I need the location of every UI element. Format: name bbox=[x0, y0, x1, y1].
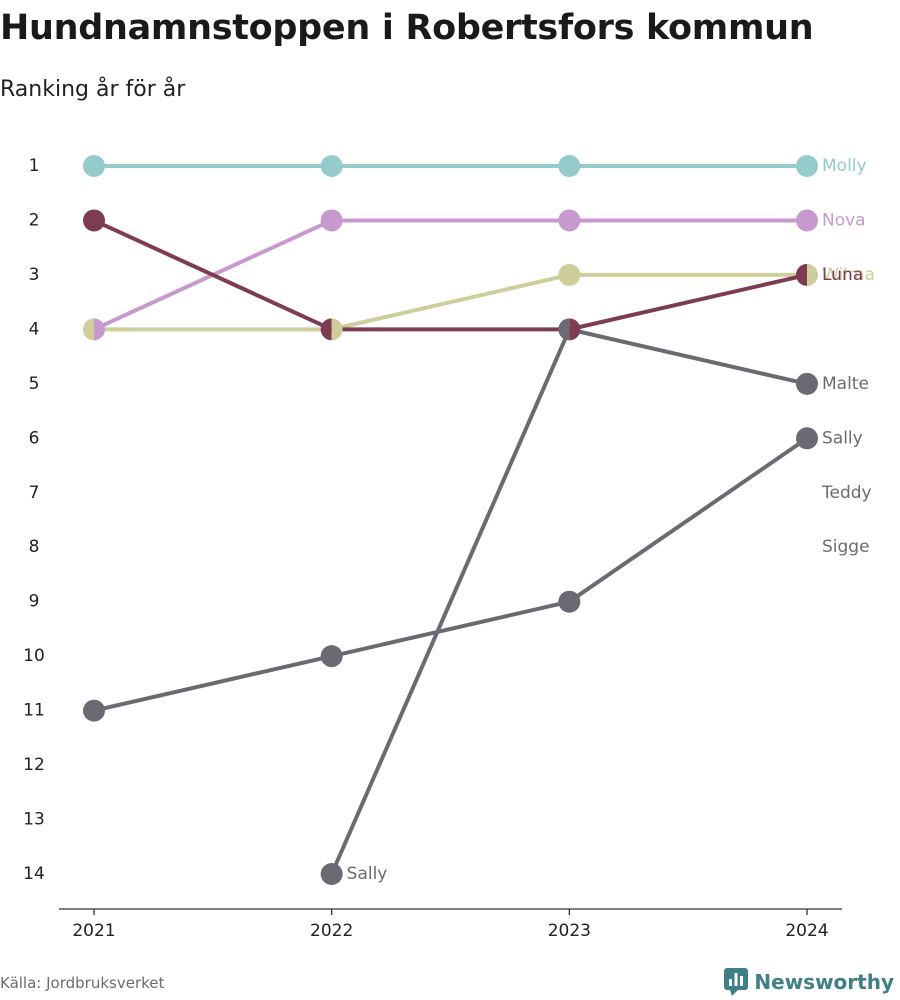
x-tick-label-2024: 2024 bbox=[785, 921, 828, 941]
y-tick-label-7: 7 bbox=[29, 483, 40, 503]
y-tick-label-14: 14 bbox=[23, 864, 45, 884]
series-label-teddy: Teddy bbox=[821, 483, 872, 503]
brand: Newsworthy bbox=[724, 968, 894, 996]
brand-name: Newsworthy bbox=[754, 970, 894, 994]
point-luna-2021 bbox=[83, 209, 105, 232]
point-wilma-2022 bbox=[331, 318, 343, 341]
series-lines bbox=[92, 164, 809, 876]
y-tick-label-9: 9 bbox=[29, 592, 40, 612]
series-label-sigge: Sigge bbox=[822, 537, 870, 557]
y-tick-label-10: 10 bbox=[23, 646, 45, 666]
point-luna-2023 bbox=[569, 318, 581, 341]
point-malte-2023 bbox=[558, 318, 570, 341]
series-line-sally bbox=[92, 436, 809, 713]
y-tick-label-1: 1 bbox=[29, 156, 40, 176]
series-label-wilma: Wilma bbox=[822, 265, 875, 285]
point-nova-2024 bbox=[796, 209, 818, 232]
series-line-luna bbox=[92, 218, 809, 332]
source-note: Källa: Jordbruksverket bbox=[0, 974, 165, 992]
y-tick-label-2: 2 bbox=[29, 210, 40, 230]
series-label-sally: Sally bbox=[822, 428, 863, 448]
y-tick-label-5: 5 bbox=[29, 374, 40, 394]
x-tick-label-2021: 2021 bbox=[72, 921, 115, 941]
y-tick-label-12: 12 bbox=[23, 755, 45, 775]
y-tick-label-8: 8 bbox=[29, 537, 40, 557]
point-nova-2021 bbox=[94, 318, 106, 341]
series-label-nova: Nova bbox=[822, 210, 866, 230]
chart-subtitle: Ranking år för år bbox=[0, 77, 186, 102]
annotation-sally: Sally bbox=[347, 864, 388, 884]
y-tick-label-11: 11 bbox=[23, 701, 45, 721]
point-sally-2024 bbox=[796, 427, 818, 450]
series-label-molly: Molly bbox=[822, 156, 867, 176]
point-nova-2022 bbox=[320, 209, 343, 232]
x-tick-label-2023: 2023 bbox=[548, 921, 591, 941]
point-sally-2023 bbox=[558, 590, 581, 613]
point-malte-2024 bbox=[796, 372, 818, 395]
chart-title: Hundnamnstoppen i Robertsfors kommun bbox=[0, 8, 814, 48]
point-wilma-2021 bbox=[83, 318, 94, 341]
y-tick-label-13: 13 bbox=[23, 810, 45, 830]
series-line-wilma bbox=[92, 272, 809, 332]
x-axis: 2021 2022 2023 2024 bbox=[59, 908, 842, 941]
point-molly-2021 bbox=[83, 155, 105, 177]
point-luna-2024 bbox=[796, 263, 807, 286]
point-sally-2022 bbox=[320, 645, 343, 668]
point-nova-2023 bbox=[558, 209, 581, 232]
x-tick-label-2022: 2022 bbox=[310, 921, 353, 941]
point-molly-2022 bbox=[320, 155, 343, 177]
point-sally-2021 bbox=[83, 699, 105, 722]
point-malte-2022 bbox=[320, 863, 343, 885]
point-molly-2023 bbox=[558, 155, 581, 177]
y-tick-label-6: 6 bbox=[29, 428, 40, 448]
series-label-malte: Malte bbox=[822, 374, 869, 394]
point-wilma-2024 bbox=[807, 263, 819, 286]
y-tick-label-4: 4 bbox=[29, 319, 40, 339]
y-tick-label-3: 3 bbox=[29, 265, 40, 285]
point-wilma-2023 bbox=[558, 263, 581, 286]
point-luna-2022 bbox=[320, 318, 332, 341]
point-molly-2024 bbox=[796, 155, 818, 177]
series-label-luna: Luna bbox=[822, 265, 863, 285]
series-points bbox=[83, 155, 819, 885]
bar-chart-speech-bubble-icon bbox=[724, 968, 749, 996]
